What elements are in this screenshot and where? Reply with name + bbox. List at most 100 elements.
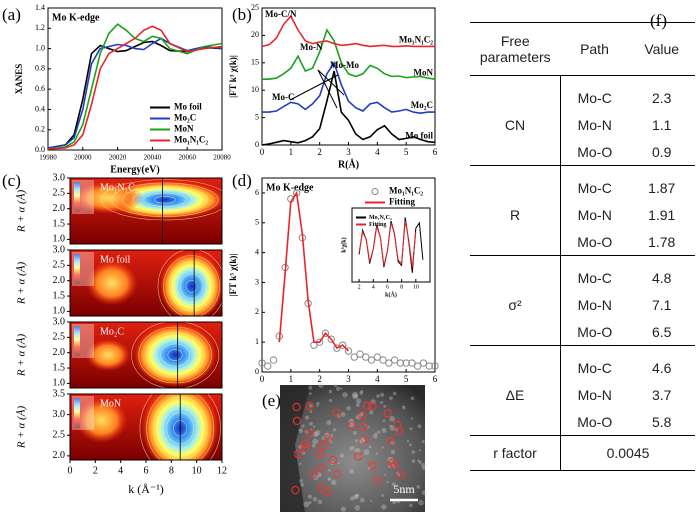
table-row: Mo-N 1.1	[470, 111, 695, 138]
data-point	[419, 359, 428, 367]
single-atom	[318, 442, 327, 451]
texture	[352, 393, 359, 400]
contour	[174, 267, 209, 306]
x-tick-label: 20020	[109, 154, 127, 162]
plot-frame	[351, 207, 431, 283]
table-cell: Mo-O	[560, 318, 629, 346]
texture	[380, 400, 384, 404]
texture	[349, 469, 354, 474]
texture	[350, 496, 355, 501]
texture	[409, 503, 413, 508]
table-cell: 4.8	[651, 269, 672, 286]
chart-title: Mo K-edge	[52, 12, 100, 23]
arrow	[317, 69, 338, 109]
contour	[132, 189, 198, 211]
arrow	[289, 74, 339, 101]
texture	[331, 479, 337, 486]
panel-label: (d)	[232, 171, 252, 190]
single-atom	[315, 450, 325, 459]
data-point	[373, 353, 382, 361]
annotation: Mo-Mo	[330, 60, 359, 70]
data-point	[390, 356, 399, 364]
y-axis-label: R + α (Å)	[16, 406, 28, 450]
texture	[384, 473, 387, 476]
data-point	[425, 362, 433, 370]
legend-label: Fitting	[369, 222, 386, 228]
chart-title: Mo K-edge	[266, 182, 314, 193]
texture	[377, 430, 381, 434]
texture	[335, 386, 341, 391]
arrow	[317, 69, 345, 96]
texture	[418, 449, 422, 452]
series-line	[261, 14, 435, 48]
x-tick-label: 2	[317, 374, 322, 384]
table-cell: CN	[470, 75, 561, 166]
x-tick-label: 10	[413, 284, 419, 290]
data-point	[414, 362, 422, 370]
single-atom	[397, 470, 406, 479]
table-cell: 7.1	[651, 296, 672, 313]
texture	[381, 446, 384, 449]
table-cell: Mo-C	[577, 179, 612, 196]
annotation: Mo-C	[272, 92, 295, 102]
single-atom	[368, 461, 377, 470]
y-tick-label: 0.2	[35, 125, 45, 134]
x-tick-label: 3	[346, 374, 351, 384]
y-tick-label: 2.0	[53, 275, 66, 286]
texture	[299, 462, 302, 465]
single-atom	[292, 416, 302, 425]
series-line	[262, 60, 435, 115]
data-point	[327, 335, 335, 343]
y-tick-label: 1.5	[53, 290, 66, 301]
single-atom	[291, 486, 300, 495]
texture	[402, 405, 405, 408]
single-atom	[324, 434, 333, 443]
texture	[329, 398, 333, 403]
single-atom	[317, 463, 326, 472]
y-tick-label: 2	[255, 307, 259, 316]
contour	[168, 261, 215, 312]
y-tick-label: 6	[255, 188, 259, 197]
texture	[386, 481, 389, 484]
texture	[352, 391, 358, 398]
annotation: Mo-N	[300, 42, 323, 52]
y-tick-label: 3.0	[53, 172, 66, 183]
texture	[367, 425, 370, 429]
texture	[402, 490, 406, 494]
single-atom	[386, 436, 395, 446]
texture	[369, 410, 374, 415]
texture	[312, 438, 319, 445]
table-row: Mo-O 1.78	[470, 228, 695, 256]
x-tick-label: 4	[118, 465, 123, 476]
x-axis-label: k(Å)	[385, 290, 397, 298]
texture	[392, 500, 397, 505]
texture	[380, 392, 385, 397]
data-point	[339, 341, 347, 349]
x-tick-label: 6	[433, 374, 438, 384]
x-tick-label: 4	[375, 374, 380, 384]
series-label: MoN	[414, 67, 434, 77]
texture	[302, 451, 306, 455]
single-atom	[309, 470, 318, 479]
texture	[298, 428, 304, 433]
x-tick-label: 20000	[74, 154, 92, 162]
texture	[383, 405, 387, 408]
x-tick-label: 6	[144, 465, 149, 476]
data-point	[258, 359, 266, 367]
contour	[157, 250, 222, 316]
y-tick-label: 1.0	[35, 43, 45, 52]
parameter-table: Free parameters Path Value CN Mo-C 2.3 Mo-N 1.1…	[470, 22, 695, 471]
y-axis-label: R + α (Å)	[16, 334, 28, 378]
annotation: Mo-C/N	[265, 9, 297, 19]
single-atom	[358, 411, 367, 420]
texture	[416, 485, 421, 489]
table-cell: 0.9	[628, 138, 695, 166]
contour	[160, 343, 190, 367]
texture	[305, 415, 310, 420]
texture	[308, 392, 312, 396]
x-axis-label: k (Å⁻¹)	[128, 482, 164, 496]
single-atom	[383, 409, 392, 418]
texture	[300, 482, 304, 487]
wavelet-map	[70, 394, 222, 460]
